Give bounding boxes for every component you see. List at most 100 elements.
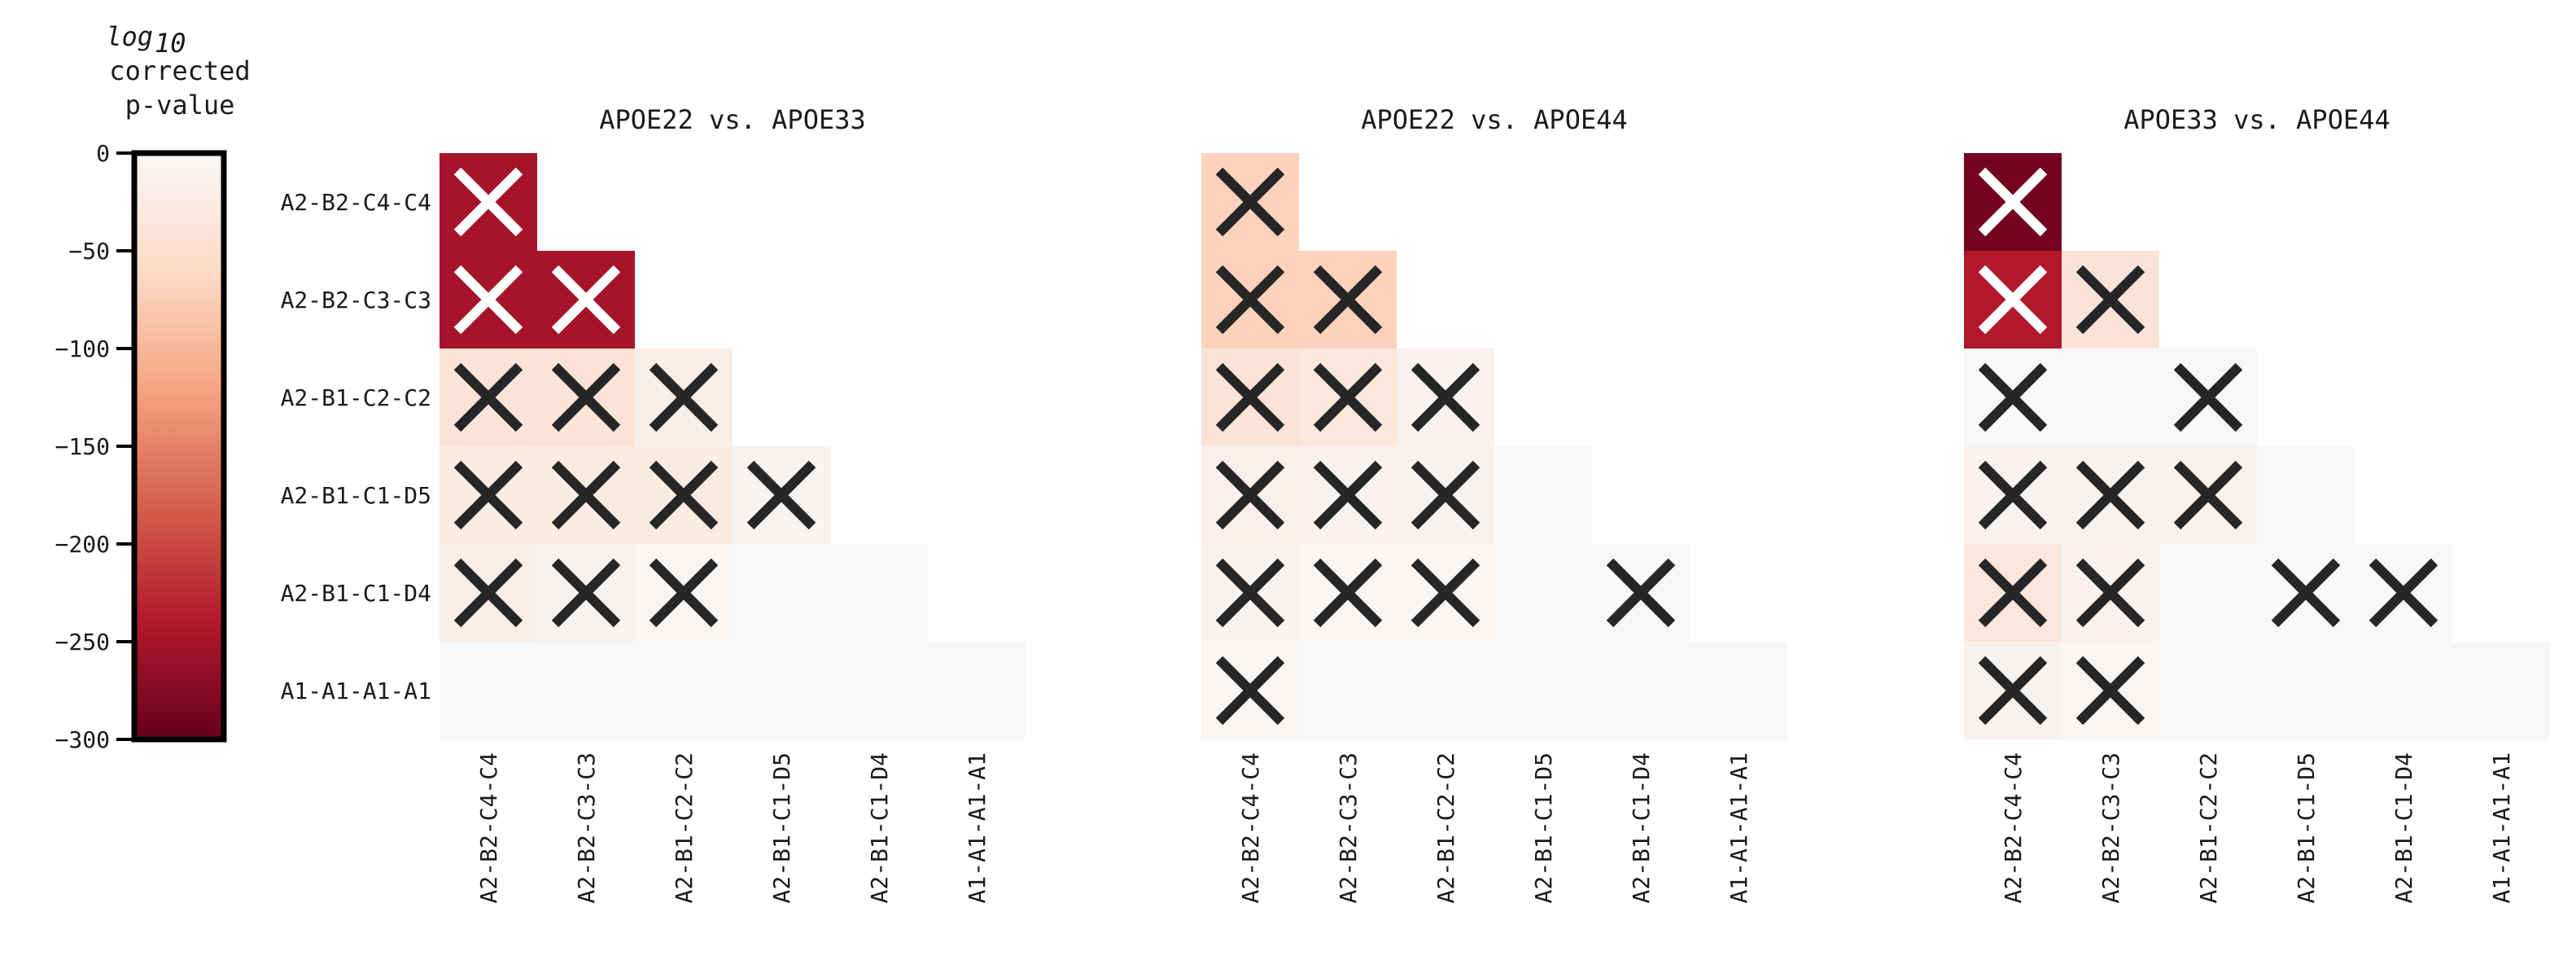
- significance-x-mark: [1215, 362, 1285, 432]
- significance-x-mark: [1313, 460, 1383, 530]
- row-label: A2-B1-C1-D5: [281, 482, 431, 509]
- significance-x-mark: [453, 558, 523, 628]
- heatmap-panel: APOE22 vs. APOE33 A2-B2-C4-C4 A2-B2-C3-C3 A…: [281, 104, 1026, 903]
- colorbar-tick-label: −150: [55, 433, 110, 460]
- significance-x-mark: [453, 362, 523, 432]
- significance-x-mark: [1215, 167, 1285, 237]
- heatmap-cell: [1494, 446, 1592, 544]
- significance-x-mark: [453, 167, 523, 237]
- heatmap-cell: [635, 642, 733, 739]
- significance-x-mark: [1313, 265, 1383, 335]
- column-label: A1-A1-A1-A1: [964, 752, 991, 903]
- heatmap-cell: [2159, 544, 2257, 642]
- significance-x-mark: [2075, 558, 2145, 628]
- row-label: A2-B2-C4-C4: [281, 189, 431, 216]
- heatmap-cell: [1494, 642, 1592, 739]
- column-label: A2-B1-C2-C2: [1432, 752, 1459, 903]
- colorbar-tick-label: −250: [55, 629, 110, 656]
- column-label: A1-A1-A1-A1: [1725, 752, 1752, 903]
- significance-x-mark: [1313, 558, 1383, 628]
- column-label: A2-B1-C1-D5: [1530, 752, 1557, 903]
- significance-x-mark: [1215, 460, 1285, 530]
- significance-x-mark: [1978, 460, 2048, 530]
- row-label: A2-B2-C3-C3: [281, 287, 431, 314]
- significance-x-mark: [1215, 265, 1285, 335]
- colorbar-title-sub: 10: [155, 28, 186, 59]
- heatmap-cell: [2355, 642, 2452, 739]
- column-label: A2-B2-C3-C3: [573, 752, 600, 903]
- heatmap-panel: APOE33 vs. APOE44 A2-B2-C4-C4 A2-B2-C3-C3 A…: [1964, 104, 2550, 903]
- heatmap-cell: [2257, 642, 2355, 739]
- colorbar: log 10 corrected p-value 0 −50 −100 −150 −20…: [55, 21, 251, 753]
- significance-x-mark: [551, 265, 621, 335]
- colorbar-title-main: log: [106, 21, 153, 52]
- significance-x-mark: [2075, 656, 2145, 726]
- heatmap-cell: [1397, 642, 1494, 739]
- heatmap-cell: [733, 642, 830, 739]
- row-label: A2-B1-C2-C2: [281, 384, 431, 411]
- column-label: A2-B2-C3-C3: [1335, 752, 1362, 903]
- significance-x-mark: [453, 265, 523, 335]
- heatmap-cell: [537, 642, 635, 739]
- colorbar-gradient: [131, 150, 227, 743]
- significance-x-mark: [551, 558, 621, 628]
- significance-x-mark: [649, 460, 719, 530]
- colorbar-tick-label: −300: [55, 726, 110, 753]
- panel-title: APOE22 vs. APOE44: [1361, 104, 1628, 135]
- heatmap-cell: [928, 642, 1026, 739]
- heatmap-cell: [733, 544, 830, 642]
- column-label: A2-B1-C1-D5: [768, 752, 795, 903]
- significance-x-mark: [2173, 460, 2243, 530]
- heatmap-cell: [2159, 642, 2257, 739]
- heatmap-cell: [2257, 446, 2355, 544]
- colorbar-tick-label: −100: [55, 335, 110, 362]
- column-label: A2-B1-C2-C2: [671, 752, 698, 903]
- significance-x-mark: [551, 362, 621, 432]
- significance-x-mark: [2075, 460, 2145, 530]
- column-label: A2-B1-C1-D4: [1628, 752, 1655, 903]
- significance-x-mark: [1978, 265, 2048, 335]
- significance-x-mark: [1313, 362, 1383, 432]
- heatmap-cell: [440, 642, 537, 739]
- significance-x-mark: [1410, 558, 1480, 628]
- significance-x-mark: [1978, 362, 2048, 432]
- significance-x-mark: [1215, 656, 1285, 726]
- heatmap-cell: [2452, 642, 2550, 739]
- colorbar-ticks: 0 −50 −100 −150 −200 −250 −300: [55, 140, 134, 753]
- significance-x-mark: [1410, 362, 1480, 432]
- colorbar-title-line3: p-value: [125, 90, 235, 121]
- heatmap-cell: [1299, 642, 1397, 739]
- column-label: A2-B2-C4-C4: [2000, 752, 2027, 903]
- significance-x-mark: [1606, 558, 1676, 628]
- heatmap-cell: [2062, 349, 2159, 446]
- heatmap-cell: [1494, 544, 1592, 642]
- row-label: A2-B1-C1-D4: [281, 580, 431, 607]
- significance-x-mark: [2173, 362, 2243, 432]
- significance-x-mark: [649, 558, 719, 628]
- significance-x-mark: [1215, 558, 1285, 628]
- significance-x-mark: [2271, 558, 2341, 628]
- column-label: A2-B2-C3-C3: [2097, 752, 2124, 903]
- significance-x-mark: [1978, 656, 2048, 726]
- panel-title: APOE22 vs. APOE33: [599, 104, 866, 135]
- heatmap-cell: [1592, 642, 1690, 739]
- significance-x-mark: [1410, 460, 1480, 530]
- colorbar-tick-label: −50: [68, 238, 110, 265]
- significance-x-mark: [2368, 558, 2438, 628]
- significance-x-mark: [453, 460, 523, 530]
- row-label: A1-A1-A1-A1: [281, 678, 431, 704]
- significance-x-mark: [551, 460, 621, 530]
- colorbar-tick-label: −200: [55, 531, 110, 558]
- column-label: A2-B1-C1-D4: [2390, 752, 2417, 903]
- column-label: A1-A1-A1-A1: [2488, 752, 2515, 903]
- panel-title: APOE33 vs. APOE44: [2123, 104, 2390, 135]
- significance-x-mark: [1978, 558, 2048, 628]
- significance-x-mark: [1978, 167, 2048, 237]
- heatmap-cell: [1690, 642, 1787, 739]
- significance-x-mark: [2075, 265, 2145, 335]
- significance-x-mark: [649, 362, 719, 432]
- column-label: A2-B1-C1-D5: [2293, 752, 2320, 903]
- heatmap-cell: [830, 544, 928, 642]
- colorbar-title-line2: corrected: [109, 55, 250, 86]
